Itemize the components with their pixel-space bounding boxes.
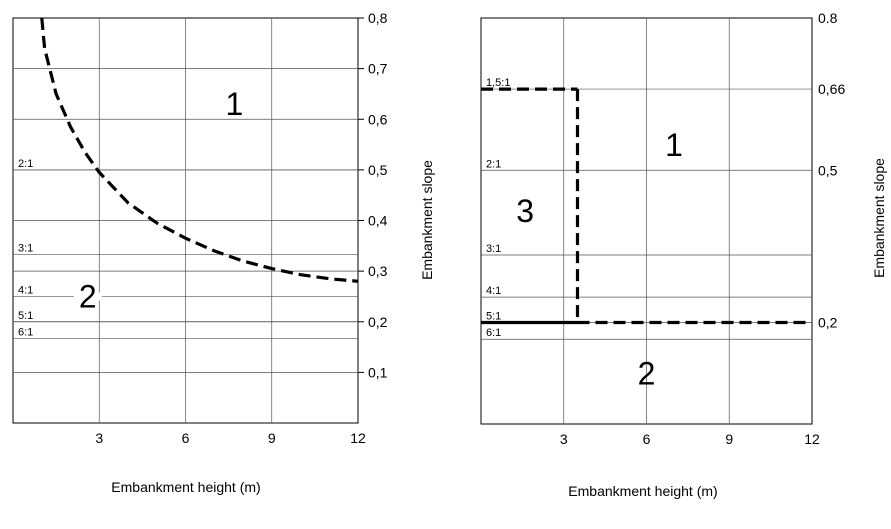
y-tick-label: 0,1 (368, 364, 388, 380)
slope-lines-left: 2:1 3:1 4:1 5:1 6:1 (13, 158, 358, 339)
region-labels-left: 12 (73, 86, 243, 314)
region-label: 1 (665, 127, 683, 163)
x-axis-ticks-right: 3 6 9 12 (560, 431, 820, 447)
x-tick-label: 6 (182, 430, 190, 446)
slope-label: 1,5:1 (486, 77, 510, 89)
y-tick-label: 0,66 (818, 81, 845, 97)
region-label: 1 (225, 86, 243, 122)
y-axis-ticks-left: 0,1 0,2 0,3 0,4 0,5 0,6 0,7 0,8 (358, 10, 388, 380)
slope-label: 5:1 (18, 310, 33, 322)
curve-left (40, 17, 359, 283)
slope-label: 3:1 (486, 243, 501, 255)
x-tick-label: 12 (804, 431, 820, 447)
x-axis-ticks-left: 3 6 9 12 (95, 430, 366, 446)
slope-label: 6:1 (486, 327, 501, 339)
x-tick-label: 12 (350, 430, 366, 446)
x-tick-label: 3 (560, 431, 568, 447)
x-axis-label-left: Embankment height (m) (111, 479, 260, 495)
region-label: 2 (79, 278, 97, 314)
y-axis-ticks-right: 0,2 0,5 0,66 0.8 (818, 10, 845, 331)
y-tick-label: 0,5 (368, 162, 388, 178)
y-tick-label: 0,2 (818, 315, 838, 331)
region-label-bg (73, 292, 102, 301)
slope-label: 2:1 (18, 158, 33, 170)
x-tick-label: 6 (643, 431, 651, 447)
grid-right (563, 18, 730, 424)
x-axis-label-right: Embankment height (m) (568, 483, 717, 499)
y-axis-label-right: Embankment slope (871, 158, 887, 278)
y-tick-label: 0,2 (368, 314, 388, 330)
series-line-1 (40, 17, 359, 283)
x-tick-label: 9 (725, 431, 733, 447)
chart-left: 2:1 3:1 4:1 5:1 6:1 0,1 0,2 0,3 0,4 0,5 0,6 0,7 0,8… (12, 10, 435, 495)
x-tick-label: 3 (95, 430, 103, 446)
y-tick-label: 0,4 (368, 213, 388, 229)
region-label: 2 (638, 355, 656, 391)
region-labels-right: 1 2 3 (516, 127, 683, 391)
y-tick-label: 0,3 (368, 263, 388, 279)
slope-label: 2:1 (486, 158, 501, 170)
slope-label: 3:1 (18, 242, 33, 254)
slope-label: 4:1 (486, 285, 501, 297)
slope-label: 6:1 (18, 326, 33, 338)
y-axis-label-left: Embankment slope (419, 160, 435, 280)
region-label: 3 (516, 193, 534, 229)
slope-label: 5:1 (486, 311, 501, 323)
y-tick-label: 0,7 (368, 61, 388, 77)
y-tick-label: 0,6 (368, 111, 388, 127)
boundary-right (481, 87, 812, 325)
grid-left (13, 18, 358, 423)
chart-right: 1,5:12:13:14:15:16:1 0,20,50,660.8 3 6 9 12… (480, 10, 887, 499)
slope-label: 4:1 (18, 284, 33, 296)
y-tick-label: 0,5 (818, 162, 838, 178)
x-tick-label: 9 (268, 430, 276, 446)
y-tick-label: 0.8 (818, 10, 838, 26)
y-tick-label: 0,8 (368, 10, 388, 26)
